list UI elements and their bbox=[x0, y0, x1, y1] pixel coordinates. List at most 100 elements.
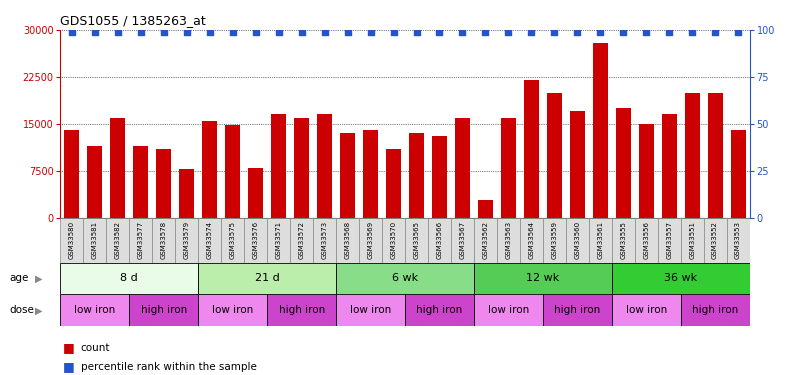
Point bbox=[663, 29, 675, 35]
Point bbox=[249, 29, 262, 35]
Point bbox=[640, 29, 653, 35]
Text: GSM33551: GSM33551 bbox=[689, 221, 695, 259]
Text: GSM33580: GSM33580 bbox=[69, 221, 75, 259]
Text: percentile rank within the sample: percentile rank within the sample bbox=[81, 362, 256, 372]
Text: low iron: low iron bbox=[350, 305, 391, 315]
Bar bbox=[198, 217, 221, 262]
Text: GSM33573: GSM33573 bbox=[322, 221, 327, 259]
Text: GSM33575: GSM33575 bbox=[230, 221, 235, 259]
Bar bbox=[478, 200, 493, 217]
Text: 36 wk: 36 wk bbox=[664, 273, 697, 284]
Bar bbox=[179, 169, 194, 217]
Point bbox=[548, 29, 561, 35]
Text: count: count bbox=[81, 343, 110, 353]
Point bbox=[341, 29, 354, 35]
Point bbox=[203, 29, 216, 35]
Text: dose: dose bbox=[10, 305, 35, 315]
Bar bbox=[612, 294, 680, 326]
Bar bbox=[340, 133, 355, 218]
Text: age: age bbox=[10, 273, 29, 284]
Bar bbox=[546, 93, 562, 218]
Bar bbox=[129, 294, 198, 326]
Bar bbox=[336, 217, 359, 262]
Point bbox=[65, 29, 78, 35]
Bar bbox=[110, 117, 126, 218]
Text: GSM33553: GSM33553 bbox=[735, 221, 741, 259]
Text: GSM33576: GSM33576 bbox=[253, 221, 259, 259]
Bar bbox=[616, 108, 631, 218]
Bar bbox=[175, 217, 198, 262]
Bar bbox=[520, 217, 542, 262]
Bar bbox=[267, 217, 290, 262]
Text: GSM33559: GSM33559 bbox=[551, 221, 557, 259]
Text: GSM33565: GSM33565 bbox=[413, 221, 419, 259]
Text: GSM33582: GSM33582 bbox=[115, 221, 121, 259]
Bar bbox=[271, 114, 286, 218]
Bar bbox=[542, 294, 612, 326]
Bar bbox=[248, 168, 264, 217]
Point bbox=[364, 29, 377, 35]
Text: GSM33555: GSM33555 bbox=[621, 221, 626, 259]
Text: GSM33557: GSM33557 bbox=[667, 221, 672, 259]
Text: GSM33577: GSM33577 bbox=[138, 221, 143, 259]
Bar bbox=[106, 217, 129, 262]
Point bbox=[318, 29, 331, 35]
Bar bbox=[638, 124, 654, 217]
Bar bbox=[704, 217, 726, 262]
Text: ■: ■ bbox=[63, 360, 75, 373]
Text: high iron: high iron bbox=[141, 305, 187, 315]
Bar bbox=[496, 217, 520, 262]
Bar bbox=[359, 217, 382, 262]
Point bbox=[571, 29, 584, 35]
Point bbox=[617, 29, 629, 35]
Bar bbox=[409, 133, 424, 218]
Text: GSM33562: GSM33562 bbox=[483, 221, 488, 259]
Point bbox=[686, 29, 699, 35]
Point bbox=[410, 29, 423, 35]
Text: GDS1055 / 1385263_at: GDS1055 / 1385263_at bbox=[60, 15, 206, 27]
Text: GSM33567: GSM33567 bbox=[459, 221, 465, 259]
Bar bbox=[708, 93, 723, 218]
Bar bbox=[405, 294, 474, 326]
Text: GSM33571: GSM33571 bbox=[276, 221, 281, 259]
Text: high iron: high iron bbox=[555, 305, 600, 315]
Point bbox=[502, 29, 515, 35]
Bar bbox=[152, 217, 175, 262]
Bar bbox=[313, 217, 336, 262]
Bar bbox=[570, 111, 585, 218]
Bar bbox=[294, 117, 310, 218]
Text: low iron: low iron bbox=[625, 305, 667, 315]
Text: low iron: low iron bbox=[488, 305, 529, 315]
Bar bbox=[382, 217, 405, 262]
Text: GSM33566: GSM33566 bbox=[437, 221, 442, 259]
Bar bbox=[634, 217, 658, 262]
Text: high iron: high iron bbox=[417, 305, 463, 315]
Text: 8 d: 8 d bbox=[120, 273, 139, 284]
Text: GSM33563: GSM33563 bbox=[505, 221, 511, 259]
Point bbox=[456, 29, 469, 35]
Point bbox=[181, 29, 193, 35]
Bar bbox=[386, 149, 401, 217]
Point bbox=[387, 29, 400, 35]
Bar bbox=[405, 217, 428, 262]
Point bbox=[135, 29, 147, 35]
Text: GSM33581: GSM33581 bbox=[92, 221, 98, 259]
Bar bbox=[221, 217, 244, 262]
Text: GSM33569: GSM33569 bbox=[368, 221, 373, 259]
Text: GSM33572: GSM33572 bbox=[299, 221, 305, 259]
Point bbox=[594, 29, 607, 35]
Point bbox=[433, 29, 446, 35]
Bar bbox=[684, 93, 700, 218]
Text: ■: ■ bbox=[63, 342, 75, 354]
Bar bbox=[428, 217, 451, 262]
Bar bbox=[680, 294, 750, 326]
Bar bbox=[542, 217, 566, 262]
Bar bbox=[60, 217, 84, 262]
Bar bbox=[202, 121, 218, 218]
Point bbox=[479, 29, 492, 35]
Bar bbox=[662, 114, 677, 218]
Bar bbox=[680, 217, 704, 262]
Bar bbox=[524, 80, 539, 218]
Bar bbox=[156, 149, 172, 217]
Bar bbox=[336, 262, 474, 294]
